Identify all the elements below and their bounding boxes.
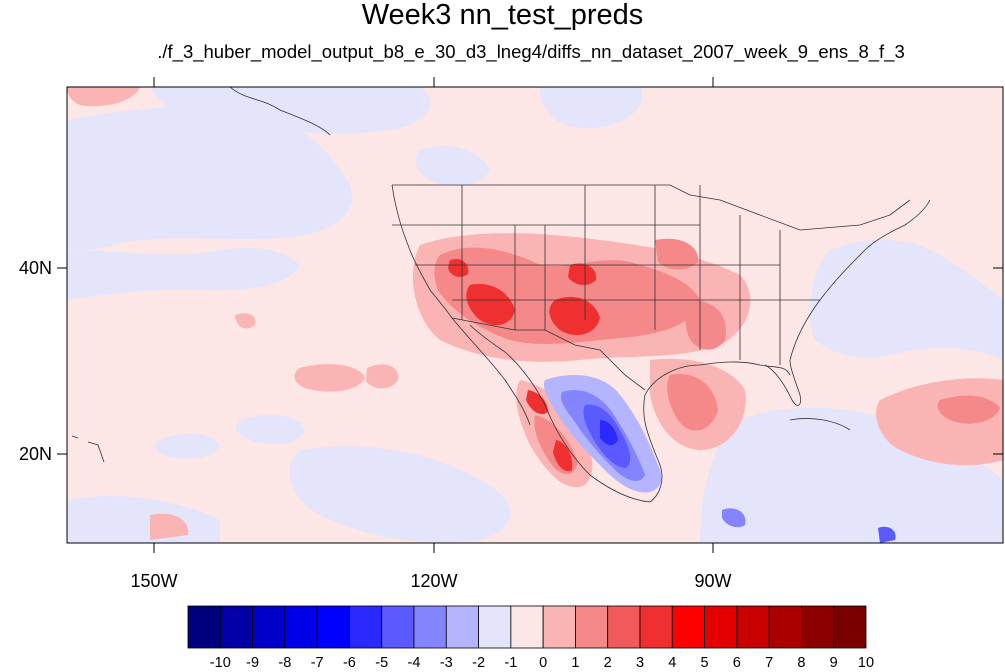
colorbar-box (801, 605, 835, 649)
north-blue-patch (540, 87, 642, 129)
florida (764, 359, 801, 406)
colorbar-tick-label: 0 (539, 655, 548, 671)
colorbar-tick-label: -10 (209, 655, 231, 671)
colorbar-tick-label: -3 (439, 655, 453, 671)
anomaly-field (67, 87, 1003, 543)
colorbar-tick-label: 8 (797, 655, 806, 671)
gulf-alaska-blue-region (150, 87, 431, 134)
colorbar-box (187, 605, 221, 649)
strong-positive-cores (448, 258, 600, 472)
alaska-coast (229, 87, 331, 136)
central-america-blue-patch (722, 508, 746, 528)
colorbar (187, 605, 867, 649)
colorbar-tick-label: -6 (342, 655, 356, 671)
colorbar-box (316, 605, 350, 649)
colorbar-box (768, 605, 802, 649)
colorbar-tick-label: -1 (504, 655, 518, 671)
pacific-pink-patch (294, 364, 365, 392)
colorbar-box (349, 605, 383, 649)
colorbar-tick-label: -9 (246, 655, 260, 671)
colorbar-box (510, 605, 544, 649)
hawaii-islands (71, 435, 105, 463)
moderate-positive-regions (434, 238, 1000, 474)
negative-anomaly-regions (67, 87, 1003, 543)
colorbar-tick-label: 3 (635, 655, 645, 671)
lon-ticks (153, 77, 714, 553)
plot-frame (66, 86, 1004, 544)
plot-subtitle: ./f_3_huber_model_output_b8_e_30_d3_lneg… (157, 41, 905, 62)
hawaii-south-blue-patch (155, 433, 220, 459)
atlantic-red-patch (937, 395, 1000, 424)
colorbar-tick-label: 6 (732, 655, 741, 671)
mexico-red-core (553, 440, 573, 472)
colorbar-box (478, 605, 512, 649)
colorbar-box (252, 605, 286, 649)
nevada-red-core (448, 258, 469, 277)
colorbar-tick-label: 10 (857, 655, 875, 671)
texas-red-patch (685, 300, 726, 350)
colorado-red-core (568, 263, 597, 286)
alaska-pink-patch (67, 87, 140, 107)
pacific-blue-band (67, 247, 300, 300)
pacific-tropical-blue-region (289, 446, 510, 543)
gulf-coast (643, 361, 791, 503)
colorbar-tick-label: -7 (310, 655, 324, 671)
pacific-east-blue-core (878, 526, 896, 543)
baja-peninsula (451, 317, 531, 426)
cuba-coast (789, 418, 851, 431)
colorbar-box (413, 605, 447, 649)
colorbar-box (607, 605, 641, 649)
lon-label-150w: 150W (130, 571, 178, 591)
pacific-pink-patch-2 (366, 364, 399, 389)
colorbar-box (284, 605, 318, 649)
pacific-southwest-pink-patch (150, 513, 189, 540)
lat-label-40n: 40N (18, 258, 52, 278)
colorbar-box (381, 605, 415, 649)
gulf-mexico-red-patch (667, 374, 718, 431)
colorbar-tick-label: 4 (668, 655, 677, 671)
colorbar-box (833, 605, 867, 649)
colorbar-box (219, 605, 253, 649)
lon-label-90w: 90W (694, 571, 732, 591)
east-coast-blue-region (810, 239, 1003, 360)
atlantic-coast (789, 199, 931, 361)
lon-label-120w: 120W (410, 571, 458, 591)
colorbar-box (736, 605, 770, 649)
lat-ticks (57, 267, 1003, 455)
colorbar-box (445, 605, 479, 649)
colorbar-box (542, 605, 576, 649)
mexico-west-coast (469, 324, 651, 503)
colorbar-tick-label: -8 (278, 655, 292, 671)
northeast-pacific-blue-patch (415, 146, 490, 186)
map-boundaries (71, 87, 931, 503)
great-plains-red-patch (655, 238, 699, 270)
colorbar-tick-label: 5 (700, 655, 709, 671)
north-pacific-blue-region (67, 107, 352, 250)
pacific-coast-pink-patch (235, 313, 256, 329)
mexico-negative-anomaly (543, 375, 896, 543)
plot-title: Week3 nn_test_preds (361, 0, 644, 31)
mexico-blue-core (600, 420, 618, 446)
canada-border (392, 184, 911, 231)
new-mexico-red-core (549, 296, 600, 336)
colorbar-tick-label: 9 (829, 655, 838, 671)
colorbar-tick-label: -2 (472, 655, 486, 671)
colorbar-box (704, 605, 738, 649)
colorbar-tick-label: -4 (407, 655, 421, 671)
colorbar-box (575, 605, 609, 649)
lat-label-20n: 20N (18, 444, 52, 464)
pacific-mid-blue-patch (235, 414, 305, 445)
colorbar-tick-label: -5 (375, 655, 389, 671)
colorbar-tick-label: 7 (765, 655, 774, 671)
colorbar-tick-label: 1 (571, 655, 580, 671)
us-west-coast (391, 184, 453, 319)
colorbar-box (671, 605, 705, 649)
baja-red-core (526, 390, 548, 415)
colorbar-box (639, 605, 673, 649)
arizona-red-core (466, 283, 515, 326)
colorbar-tick-label: 2 (603, 655, 612, 671)
